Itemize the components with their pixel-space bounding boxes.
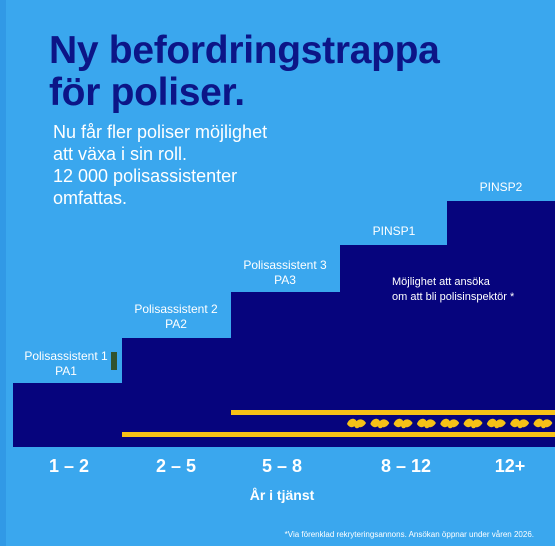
year-label-4: 8 – 12	[380, 456, 432, 476]
oak-leaf-emblems	[347, 418, 553, 429]
year-label-3: 5 – 8	[261, 456, 303, 476]
step-label-pinsp2: PINSP2	[449, 180, 553, 195]
oak-leaf-emblem-icon	[370, 418, 390, 429]
year-label-5: 12+	[494, 456, 526, 476]
oak-leaf-emblem-icon	[533, 418, 553, 429]
step-label-pa1: Polisassistent 1 PA1	[16, 349, 116, 379]
rank-stripe-upper	[231, 410, 555, 415]
oak-leaf-emblem-icon	[347, 418, 366, 429]
oak-leaf-emblem-icon	[393, 418, 413, 429]
inspector-note: Möjlighet att ansöka om att bli polisins…	[392, 275, 548, 305]
inspector-note-line-1: Möjlighet att ansöka	[392, 276, 490, 288]
title-line-2: för poliser.	[49, 71, 245, 114]
oak-leaf-emblem-icon	[510, 418, 530, 429]
step-title-pinsp2: PINSP2	[479, 180, 523, 194]
oak-leaf-emblem-row	[343, 416, 555, 430]
intro-text: Nu får fler poliser möjlighet att växa i…	[53, 121, 353, 209]
step-code-pa3: PA3	[274, 273, 296, 287]
step-label-pa3: Polisassistent 3 PA3	[233, 258, 337, 288]
step-title-pa2: Polisassistent 2	[134, 302, 218, 316]
service-years-title: År i tjänst	[249, 487, 315, 503]
career-step-5	[447, 201, 555, 447]
oak-leaf-emblem-icon	[416, 418, 436, 429]
inspector-note-line-2: om att bli polisinspektör *	[392, 291, 515, 303]
year-label-2: 2 – 5	[155, 456, 197, 476]
oak-leaf-emblem-icon	[486, 418, 506, 429]
footnote: *Via förenklad rekryteringsannons. Ansök…	[284, 530, 534, 539]
step-title-pa3: Polisassistent 3	[243, 258, 327, 272]
step-code-pa1: PA1	[55, 364, 77, 378]
green-marker	[111, 352, 117, 370]
intro-line-4: omfattas.	[53, 188, 128, 208]
intro-line-3: 12 000 polisassistenter	[53, 166, 238, 186]
intro-line-1: Nu får fler poliser möjlighet	[53, 122, 268, 142]
step-title-pa1: Polisassistent 1	[24, 349, 108, 363]
step-code-pa2: PA2	[165, 317, 187, 331]
left-frame-strip	[0, 0, 6, 546]
title-line-1: Ny befordringstrappa	[49, 29, 440, 72]
step-label-pa2: Polisassistent 2 PA2	[124, 302, 228, 332]
oak-leaf-emblem-icon	[440, 418, 460, 429]
step-label-pinsp1: PINSP1	[342, 224, 446, 239]
step-title-pinsp1: PINSP1	[372, 224, 416, 238]
year-label-1: 1 – 2	[48, 456, 90, 476]
oak-leaf-emblem-icon	[463, 418, 483, 429]
rank-stripe-lower	[122, 432, 555, 437]
intro-line-2: att växa i sin roll.	[53, 144, 188, 164]
page-title: Ny befordringstrappa för poliser.	[49, 30, 519, 114]
